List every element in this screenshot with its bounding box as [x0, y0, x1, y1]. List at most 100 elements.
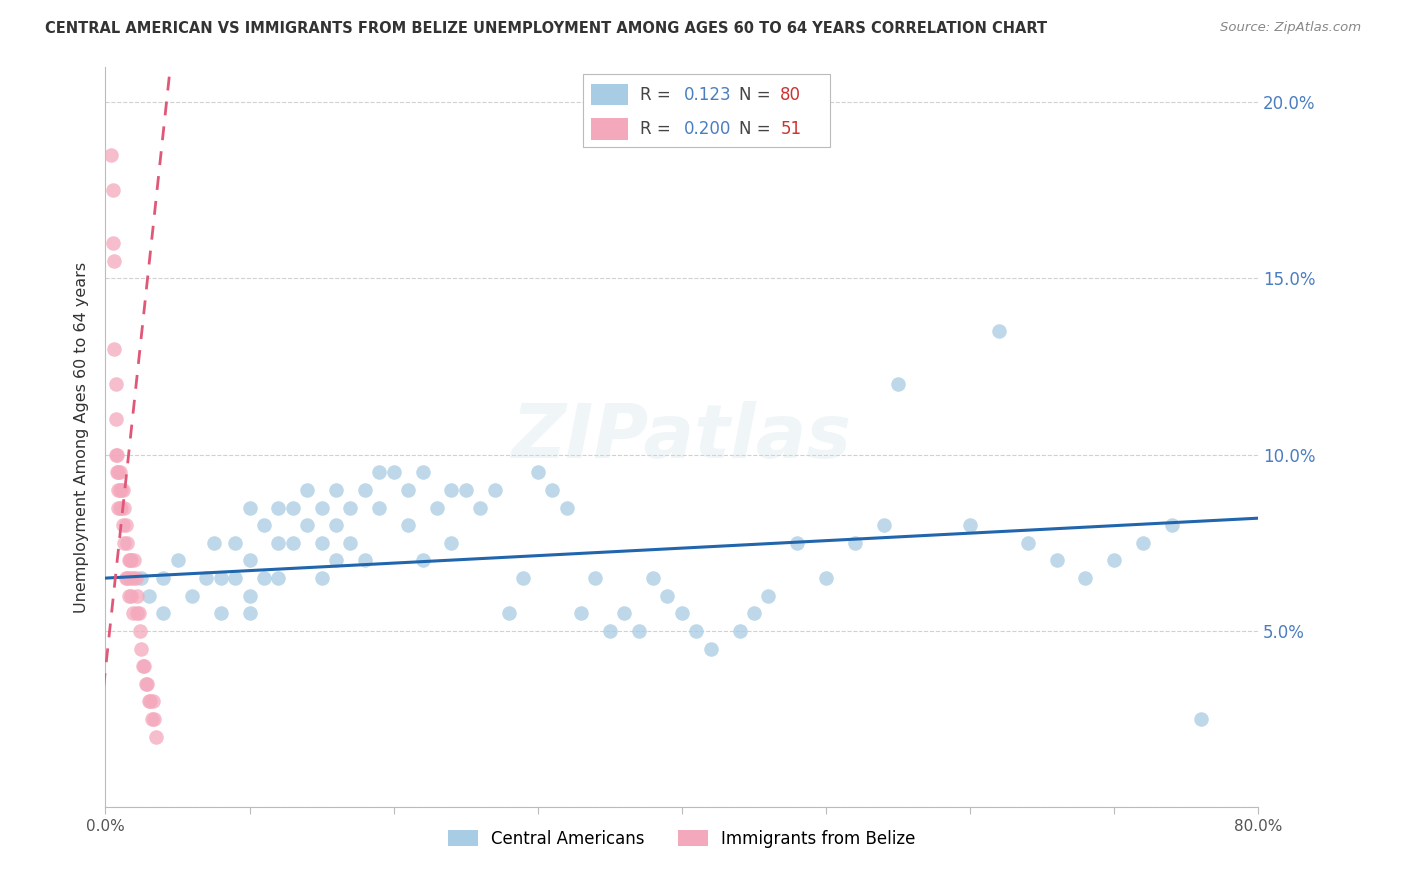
Point [657, 589, 679, 603]
Point [108, 466, 131, 480]
Point [555, 500, 578, 515]
Point [253, 518, 276, 533]
Point [311, 536, 333, 550]
Point [844, 536, 866, 550]
Point [585, 571, 607, 585]
Point [111, 518, 134, 533]
Point [627, 624, 650, 638]
Point [121, 607, 143, 621]
Point [541, 483, 564, 497]
Point [368, 466, 391, 480]
Point [569, 607, 592, 621]
Point [107, 500, 129, 515]
Point [129, 624, 152, 638]
Point [311, 571, 333, 585]
Point [267, 571, 290, 585]
Point [132, 659, 155, 673]
Point [700, 641, 723, 656]
Point [758, 589, 780, 603]
Point [498, 607, 520, 621]
Point [643, 571, 665, 585]
Text: 0.123: 0.123 [685, 86, 733, 103]
Point [354, 483, 377, 497]
Point [599, 624, 621, 638]
Point [152, 571, 174, 585]
Point [354, 553, 377, 567]
Point [1189, 712, 1212, 726]
Point [527, 466, 550, 480]
Point [671, 607, 693, 621]
Point [1074, 571, 1097, 585]
Point [267, 500, 290, 515]
Point [339, 500, 361, 515]
Point [786, 536, 808, 550]
Point [110, 500, 132, 515]
Point [988, 324, 1011, 338]
Point [1132, 536, 1154, 550]
Point [959, 518, 981, 533]
Point [134, 659, 156, 673]
Point [224, 571, 246, 585]
Point [440, 483, 463, 497]
Y-axis label: Unemployment Among Ages 60 to 64 years: Unemployment Among Ages 60 to 64 years [75, 261, 90, 613]
Point [484, 483, 506, 497]
Point [297, 518, 319, 533]
Point [105, 448, 128, 462]
Point [115, 571, 138, 585]
Point [311, 500, 333, 515]
Point [512, 571, 534, 585]
Point [239, 607, 262, 621]
Point [470, 500, 492, 515]
Point [114, 518, 136, 533]
Point [107, 483, 129, 497]
Point [103, 253, 125, 268]
Point [104, 448, 127, 462]
Point [103, 342, 125, 356]
Point [202, 536, 225, 550]
Point [297, 483, 319, 497]
Point [136, 677, 159, 691]
Point [117, 589, 139, 603]
Point [224, 536, 246, 550]
Point [1017, 536, 1039, 550]
Text: CENTRAL AMERICAN VS IMMIGRANTS FROM BELIZE UNEMPLOYMENT AMONG AGES 60 TO 64 YEAR: CENTRAL AMERICAN VS IMMIGRANTS FROM BELI… [45, 21, 1047, 36]
Point [107, 466, 129, 480]
Point [1161, 518, 1184, 533]
Text: 0.200: 0.200 [685, 120, 731, 138]
Point [142, 694, 165, 708]
Point [120, 589, 142, 603]
Text: Source: ZipAtlas.com: Source: ZipAtlas.com [1220, 21, 1361, 34]
Point [112, 536, 135, 550]
Point [127, 589, 149, 603]
Point [440, 536, 463, 550]
Bar [591, 84, 627, 105]
Point [112, 500, 135, 515]
Point [180, 589, 204, 603]
Point [454, 483, 477, 497]
Point [120, 553, 142, 567]
Point [195, 571, 218, 585]
Bar [591, 118, 627, 140]
Point [411, 466, 433, 480]
Point [239, 500, 262, 515]
Point [685, 624, 707, 638]
Point [121, 571, 143, 585]
Point [368, 500, 391, 515]
Point [742, 607, 765, 621]
Text: ZIPatlas: ZIPatlas [512, 401, 852, 474]
Point [108, 500, 131, 515]
Point [1046, 553, 1069, 567]
Text: N =: N = [738, 120, 770, 138]
Point [108, 483, 131, 497]
Point [118, 571, 141, 585]
Point [138, 694, 160, 708]
Point [396, 518, 419, 533]
Point [339, 536, 361, 550]
Text: 80: 80 [780, 86, 801, 103]
Point [127, 607, 149, 621]
Point [104, 377, 127, 392]
Point [128, 607, 150, 621]
Point [143, 712, 166, 726]
Point [613, 607, 636, 621]
Point [281, 536, 304, 550]
